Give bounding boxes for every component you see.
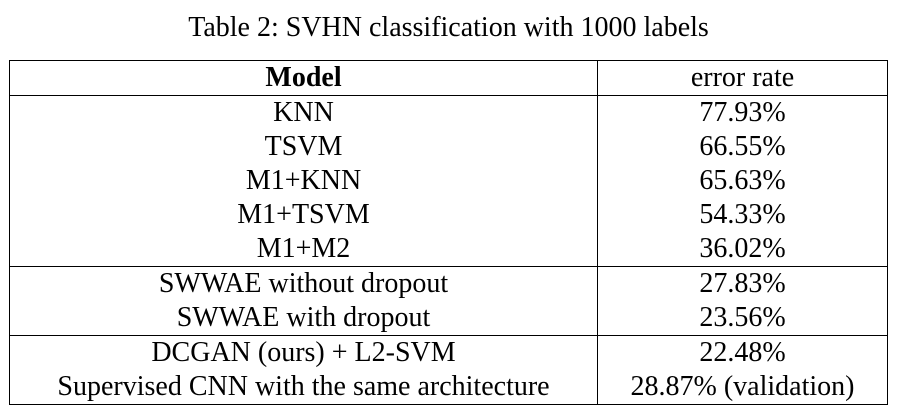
column-header-error-rate: error rate <box>597 60 888 96</box>
model-cell: TSVM <box>9 130 598 164</box>
model-cell: M1+TSVM <box>9 198 598 232</box>
error-rate-cell: 28.87% (validation) <box>597 370 888 405</box>
table-row: Supervised CNN with the same architectur… <box>9 370 888 405</box>
error-rate-cell: 23.56% <box>597 301 888 336</box>
error-rate-cell: 66.55% <box>597 130 888 164</box>
header-row: Model error rate <box>9 60 888 96</box>
model-cell: M1+M2 <box>9 232 598 267</box>
model-cell: Supervised CNN with the same architectur… <box>9 370 598 405</box>
table-group-swwae: SWWAE without dropout 27.83% SWWAE with … <box>9 266 888 336</box>
table-row: SWWAE with dropout 23.56% <box>9 301 888 336</box>
table-row: M1+TSVM 54.33% <box>9 198 888 232</box>
table-row: SWWAE without dropout 27.83% <box>9 266 888 301</box>
model-cell: M1+KNN <box>9 164 598 198</box>
table-caption: Table 2: SVHN classification with 1000 l… <box>188 12 709 43</box>
model-cell: DCGAN (ours) + L2-SVM <box>9 335 598 370</box>
results-table: Model error rate KNN 77.93% TSVM 66.55% … <box>9 60 888 405</box>
model-cell: SWWAE with dropout <box>9 301 598 336</box>
table-row: DCGAN (ours) + L2-SVM 22.48% <box>9 335 888 370</box>
error-rate-cell: 54.33% <box>597 198 888 232</box>
model-cell: KNN <box>9 95 598 130</box>
error-rate-cell: 65.63% <box>597 164 888 198</box>
table-row: M1+M2 36.02% <box>9 232 888 267</box>
error-rate-cell: 22.48% <box>597 335 888 370</box>
table-group-baselines: KNN 77.93% TSVM 66.55% M1+KNN 65.63% M1+… <box>9 95 888 267</box>
table-row: KNN 77.93% <box>9 95 888 130</box>
error-rate-cell: 36.02% <box>597 232 888 267</box>
error-rate-cell: 27.83% <box>597 266 888 301</box>
column-header-model: Model <box>9 60 598 96</box>
table-row: M1+KNN 65.63% <box>9 164 888 198</box>
error-rate-cell: 77.93% <box>597 95 888 130</box>
table-group-dcgan: DCGAN (ours) + L2-SVM 22.48% Supervised … <box>9 335 888 405</box>
model-cell: SWWAE without dropout <box>9 266 598 301</box>
table-row: TSVM 66.55% <box>9 130 888 164</box>
